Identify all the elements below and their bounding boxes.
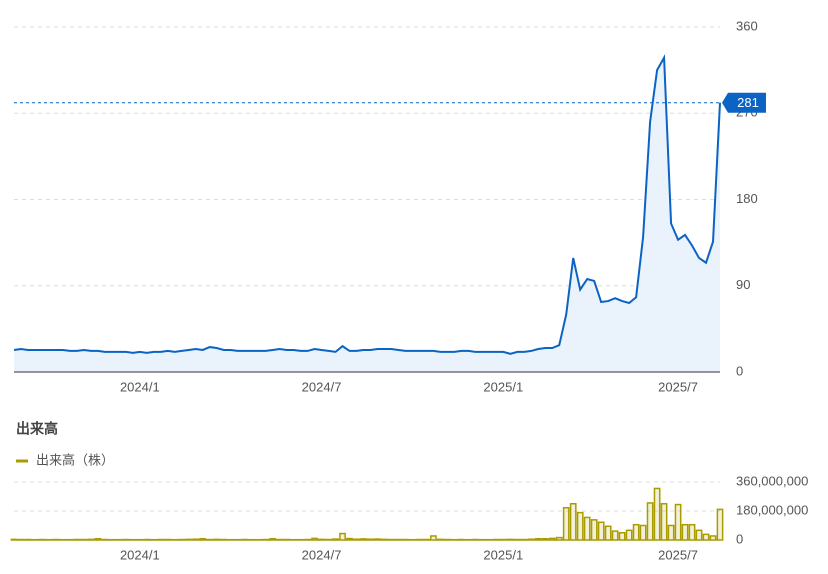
volume-bar <box>213 538 221 541</box>
volume-bar <box>430 535 437 541</box>
volume-bar <box>681 523 689 541</box>
legend-label: 出来高（株） <box>36 452 114 467</box>
volume-bar <box>625 529 633 541</box>
price-line <box>13 54 721 355</box>
y-tick-label: 360,000,000 <box>736 473 808 488</box>
volume-bar <box>709 535 717 541</box>
volume-bar <box>269 537 277 541</box>
y-tick-label: 360 <box>736 18 758 33</box>
volume-bar <box>381 538 388 541</box>
volume-bar <box>639 524 647 541</box>
volume-bar <box>583 516 591 541</box>
volume-bar <box>534 537 542 541</box>
volume-bar <box>667 524 675 541</box>
x-tick-label: 2024/1 <box>120 379 160 394</box>
x-tick-label: 2025/7 <box>658 547 698 562</box>
volume-bar <box>353 538 360 541</box>
x-tick-label: 2025/1 <box>483 379 523 394</box>
price-area <box>14 57 720 373</box>
volume-bar <box>611 530 619 541</box>
volume-bar <box>332 538 339 541</box>
volume-bar <box>590 519 598 541</box>
y-tick-label: 0 <box>736 363 743 378</box>
last-price-label: 281 <box>737 95 759 110</box>
x-tick-label: 2024/7 <box>302 547 342 562</box>
volume-bar <box>576 511 584 541</box>
volume-bar <box>527 538 535 541</box>
y-tick-label: 0 <box>736 531 743 546</box>
volume-bar <box>688 523 696 541</box>
volume-bar <box>541 537 549 541</box>
volume-bar <box>506 538 514 541</box>
volume-bar <box>674 503 682 541</box>
volume-bar <box>185 538 193 541</box>
volume-bar <box>94 537 102 541</box>
volume-bar <box>87 538 95 541</box>
volume-bar <box>199 537 207 541</box>
volume-bar <box>618 532 626 541</box>
volume-bar <box>555 536 563 541</box>
volume-bar <box>702 533 710 541</box>
x-tick-label: 2024/7 <box>302 379 342 394</box>
volume-bar <box>632 523 640 541</box>
y-tick-label: 180 <box>736 191 758 206</box>
volume-bar <box>597 521 605 541</box>
volume-bar <box>367 538 374 541</box>
volume-bar <box>437 538 444 541</box>
volume-bar <box>562 507 570 541</box>
volume-bar <box>346 537 353 541</box>
volume-bar <box>660 503 668 541</box>
volume-bar <box>374 538 381 541</box>
last-price-tag <box>722 92 766 113</box>
x-tick-label: 2025/7 <box>658 379 698 394</box>
volume-title: 出来高 <box>16 421 58 437</box>
volume-bar <box>360 538 367 541</box>
volume-bar <box>695 529 703 541</box>
volume-bar <box>604 525 612 541</box>
volume-bar <box>10 538 18 541</box>
y-tick-label: 90 <box>736 277 750 292</box>
volume-bar <box>311 537 318 541</box>
x-tick-label: 2024/1 <box>120 547 160 562</box>
volume-bar <box>192 538 200 541</box>
volume-bar <box>548 537 556 541</box>
volume-bar <box>646 502 654 541</box>
volume-bar <box>716 508 724 541</box>
y-tick-label: 180,000,000 <box>736 502 808 517</box>
volume-bar <box>318 538 325 541</box>
volume-bar <box>653 487 661 541</box>
volume-bar <box>569 503 577 541</box>
x-tick-label: 2025/1 <box>483 547 523 562</box>
volume-bar <box>339 532 346 541</box>
